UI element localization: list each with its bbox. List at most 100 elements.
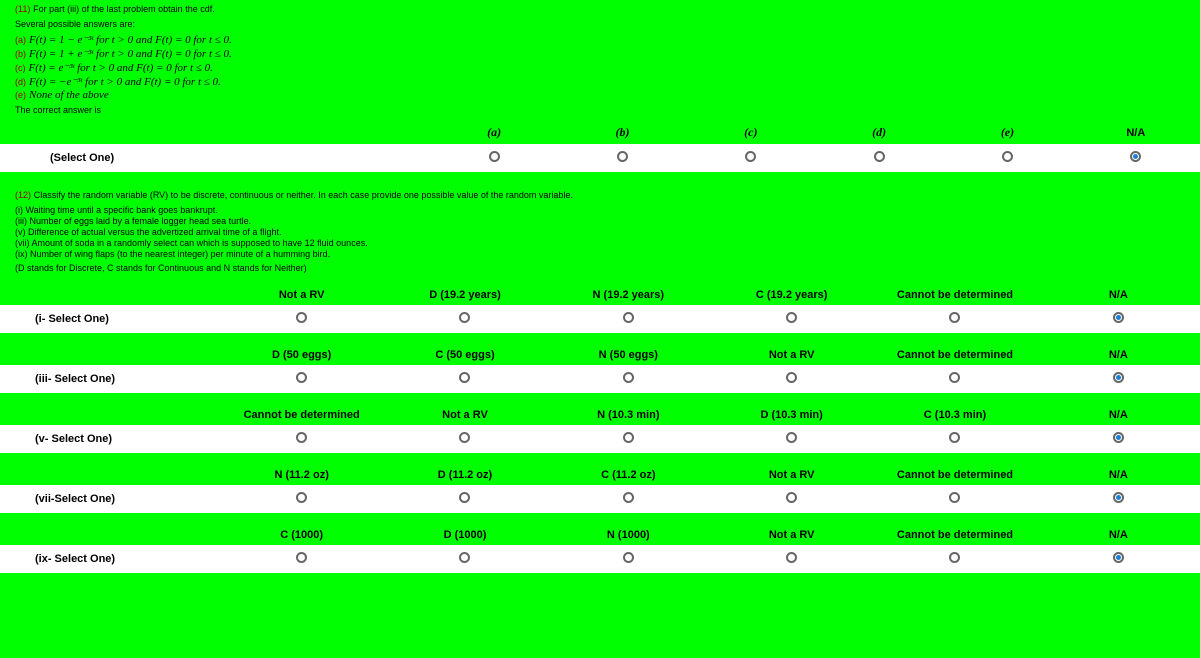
q12-r3-radio-0[interactable] <box>296 492 307 503</box>
q12-r4-radio-4[interactable] <box>949 552 960 563</box>
q12-r2-header-3: D (10.3 min) <box>710 407 873 423</box>
q12-r1-radio-2[interactable] <box>623 372 634 383</box>
q12-sub-0: (i) Waiting time until a specific bank g… <box>15 205 1185 215</box>
q12-r1-header-3: Not a RV <box>710 347 873 363</box>
q12-r0-header-4: Cannot be determined <box>873 287 1036 303</box>
q12-r2-radio-4[interactable] <box>949 432 960 443</box>
q12-r2-radio-5[interactable] <box>1113 432 1124 443</box>
q11-number: (11) <box>15 4 30 14</box>
q12-r0-radio-1[interactable] <box>459 312 470 323</box>
q11-select-label: (Select One) <box>0 146 430 170</box>
q12-r3-header-5: N/A <box>1037 467 1200 483</box>
q11-opt-text-1: F(t) = 1 + e⁻³ᵗ for t > 0 and F(t) = 0 f… <box>29 48 232 60</box>
q12-r0-header-0: Not a RV <box>220 287 383 303</box>
q11-col-header-5: N/A <box>1072 125 1200 141</box>
q12-sub-3: (vii) Amount of soda in a randomly selec… <box>15 238 1185 248</box>
q12-r0-radio-3[interactable] <box>786 312 797 323</box>
q12-r4-radio-1[interactable] <box>459 552 470 563</box>
q12-r3-radio-1[interactable] <box>459 492 470 503</box>
q12-sub-1: (iii) Number of eggs laid by a female lo… <box>15 216 1185 226</box>
q12-r0-radio-2[interactable] <box>623 312 634 323</box>
q12-r4-header-2: N (1000) <box>547 527 710 543</box>
q11-col-header-1: (b) <box>558 123 686 142</box>
q12-r4-header-0: C (1000) <box>220 527 383 543</box>
q12-r1-header-0: D (50 eggs) <box>220 347 383 363</box>
q12-r1-radio-3[interactable] <box>786 372 797 383</box>
q12-r2-radio-2[interactable] <box>623 432 634 443</box>
q12-r0-header-2: N (19.2 years) <box>547 287 710 303</box>
q12-r1-header-1: C (50 eggs) <box>383 347 546 363</box>
q12-r0-radio-5[interactable] <box>1113 312 1124 323</box>
q12-r1-header-2: N (50 eggs) <box>547 347 710 363</box>
q11-opt-text-0: F(t) = 1 − e⁻³ᵗ for t > 0 and F(t) = 0 f… <box>29 34 232 46</box>
q12-r3-header-4: Cannot be determined <box>873 467 1036 483</box>
q12-r1-radio-0[interactable] <box>296 372 307 383</box>
q12-r1-label: (iii- Select One) <box>0 367 220 391</box>
q12-r0-header-5: N/A <box>1037 287 1200 303</box>
q12-r0-header-3: C (19.2 years) <box>710 287 873 303</box>
q12-r4-header-5: N/A <box>1037 527 1200 543</box>
q11-opt-label-3: (d) <box>15 77 26 87</box>
q11-opt-text-4: None of the above <box>29 89 109 101</box>
q12-r2-header-2: N (10.3 min) <box>547 407 710 423</box>
q12-r1-radio-5[interactable] <box>1113 372 1124 383</box>
q11-opt-label-1: (b) <box>15 49 26 59</box>
q11-radio-3[interactable] <box>874 151 885 162</box>
q12-r1-radio-4[interactable] <box>949 372 960 383</box>
q11-col-header-0: (a) <box>430 123 558 142</box>
q11-opt-label-0: (a) <box>15 35 26 45</box>
q12-r2-header-0: Cannot be determined <box>220 407 383 423</box>
q11-correct: The correct answer is <box>15 105 1185 115</box>
q11-radio-4[interactable] <box>1002 151 1013 162</box>
q12-r4-header-3: Not a RV <box>710 527 873 543</box>
q12-r1-radio-1[interactable] <box>459 372 470 383</box>
q12-r1-header-4: Cannot be determined <box>873 347 1036 363</box>
q12-r3-label: (vii-Select One) <box>0 487 220 511</box>
q12-r3-header-3: Not a RV <box>710 467 873 483</box>
q12-r4-radio-0[interactable] <box>296 552 307 563</box>
q12-r3-radio-5[interactable] <box>1113 492 1124 503</box>
q11-col-header-3: (d) <box>815 123 943 142</box>
q12-r2-radio-3[interactable] <box>786 432 797 443</box>
q12-text: Classify the random variable (RV) to be … <box>34 190 573 200</box>
q11-opt-label-2: (c) <box>15 63 26 73</box>
q11-radio-5[interactable] <box>1130 151 1141 162</box>
q11-intro: Several possible answers are: <box>15 19 1185 29</box>
q11-opt-text-3: F(t) = −e⁻³ᵗ for t > 0 and F(t) = 0 for … <box>29 76 221 88</box>
q12-r3-header-2: C (11.2 oz) <box>547 467 710 483</box>
q12-r3-radio-4[interactable] <box>949 492 960 503</box>
q11-opt-text-2: F(t) = e⁻³ᵗ for t > 0 and F(t) = 0 for t… <box>29 62 213 74</box>
q12-r0-header-1: D (19.2 years) <box>383 287 546 303</box>
q11-text: For part (iii) of the last problem obtai… <box>33 4 215 14</box>
q12-r3-header-0: N (11.2 oz) <box>220 467 383 483</box>
q12-r2-header-1: Not a RV <box>383 407 546 423</box>
q12-r0-radio-4[interactable] <box>949 312 960 323</box>
q12-r4-radio-5[interactable] <box>1113 552 1124 563</box>
q11-opt-label-4: (e) <box>15 90 26 100</box>
q12-r3-radio-3[interactable] <box>786 492 797 503</box>
q12-r0-label: (i- Select One) <box>0 307 220 331</box>
q12-r3-header-1: D (11.2 oz) <box>383 467 546 483</box>
q11-radio-2[interactable] <box>745 151 756 162</box>
q12-number: (12) <box>15 190 31 200</box>
q12-r4-header-4: Cannot be determined <box>873 527 1036 543</box>
q12-r2-radio-1[interactable] <box>459 432 470 443</box>
q11-radio-1[interactable] <box>617 151 628 162</box>
q12-r2-header-5: N/A <box>1037 407 1200 423</box>
q12-sub-4: (ix) Number of wing flaps (to the neares… <box>15 249 1185 259</box>
q11-radio-0[interactable] <box>489 151 500 162</box>
q11-col-header-2: (c) <box>687 123 815 142</box>
q12-r0-radio-0[interactable] <box>296 312 307 323</box>
q11-col-header-4: (e) <box>943 123 1071 142</box>
q12-r4-header-1: D (1000) <box>383 527 546 543</box>
q12-note: (D stands for Discrete, C stands for Con… <box>15 263 1185 273</box>
q12-sub-2: (v) Difference of actual versus the adve… <box>15 227 1185 237</box>
q12-r2-label: (v- Select One) <box>0 427 220 451</box>
q12-r4-radio-2[interactable] <box>623 552 634 563</box>
q12-r2-header-4: C (10.3 min) <box>873 407 1036 423</box>
q12-r1-header-5: N/A <box>1037 347 1200 363</box>
q12-r4-label: (ix- Select One) <box>0 547 220 571</box>
q12-r2-radio-0[interactable] <box>296 432 307 443</box>
q12-r3-radio-2[interactable] <box>623 492 634 503</box>
q12-r4-radio-3[interactable] <box>786 552 797 563</box>
